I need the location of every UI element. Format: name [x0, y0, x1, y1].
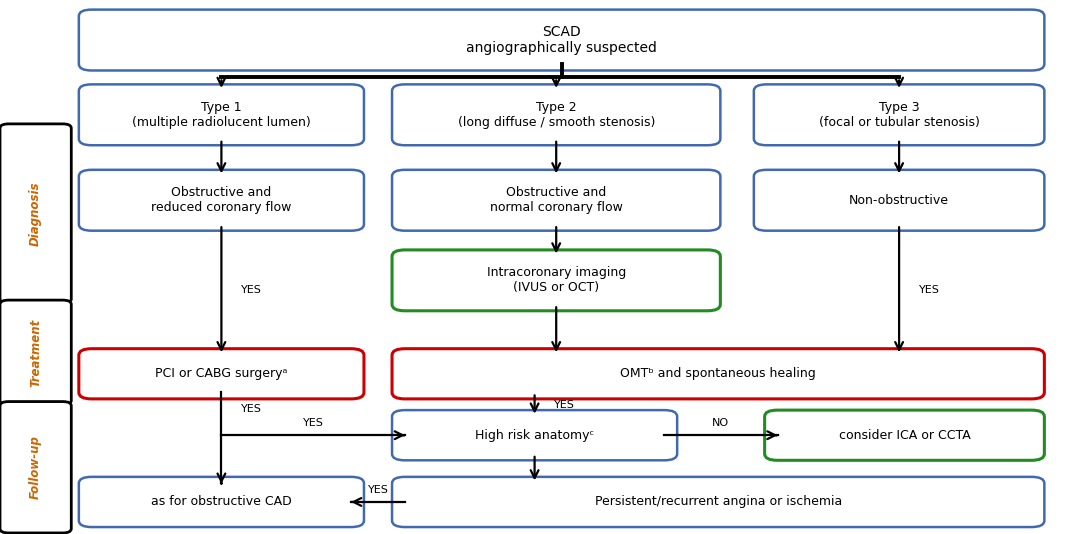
- Text: YES: YES: [241, 404, 262, 413]
- Text: Treatment: Treatment: [29, 318, 42, 387]
- Text: SCAD
angiographically suspected: SCAD angiographically suspected: [467, 25, 657, 55]
- FancyBboxPatch shape: [392, 349, 1044, 399]
- Text: Intracoronary imaging
(IVUS or OCT): Intracoronary imaging (IVUS or OCT): [487, 266, 625, 294]
- FancyBboxPatch shape: [754, 84, 1044, 145]
- Text: Type 2
(long diffuse / smooth stenosis): Type 2 (long diffuse / smooth stenosis): [458, 101, 654, 129]
- Text: Persistent/recurrent angina or ischemia: Persistent/recurrent angina or ischemia: [595, 496, 841, 508]
- FancyBboxPatch shape: [392, 170, 720, 231]
- FancyBboxPatch shape: [79, 170, 364, 231]
- FancyBboxPatch shape: [392, 250, 720, 311]
- FancyBboxPatch shape: [79, 84, 364, 145]
- FancyBboxPatch shape: [0, 402, 71, 533]
- Text: Diagnosis: Diagnosis: [29, 182, 42, 246]
- FancyBboxPatch shape: [392, 410, 677, 460]
- Text: YES: YES: [367, 485, 389, 495]
- Text: YES: YES: [302, 419, 324, 428]
- Text: PCI or CABG surgeryᵃ: PCI or CABG surgeryᵃ: [156, 367, 287, 380]
- FancyBboxPatch shape: [79, 349, 364, 399]
- Text: High risk anatomyᶜ: High risk anatomyᶜ: [475, 429, 594, 442]
- Text: Obstructive and
normal coronary flow: Obstructive and normal coronary flow: [489, 186, 623, 214]
- Text: Follow-up: Follow-up: [29, 435, 42, 499]
- FancyBboxPatch shape: [0, 124, 71, 303]
- Text: Type 1
(multiple radiolucent lumen): Type 1 (multiple radiolucent lumen): [132, 101, 311, 129]
- FancyBboxPatch shape: [0, 300, 71, 405]
- Text: YES: YES: [241, 285, 262, 295]
- Text: Type 3
(focal or tubular stenosis): Type 3 (focal or tubular stenosis): [819, 101, 980, 129]
- Text: consider ICA or CCTA: consider ICA or CCTA: [839, 429, 970, 442]
- FancyBboxPatch shape: [79, 10, 1044, 70]
- FancyBboxPatch shape: [79, 477, 364, 527]
- Text: YES: YES: [919, 285, 940, 295]
- Text: as for obstructive CAD: as for obstructive CAD: [151, 496, 292, 508]
- Text: Obstructive and
reduced coronary flow: Obstructive and reduced coronary flow: [151, 186, 292, 214]
- Text: OMTᵇ and spontaneous healing: OMTᵇ and spontaneous healing: [620, 367, 816, 380]
- Text: YES: YES: [554, 399, 576, 410]
- Text: Non-obstructive: Non-obstructive: [849, 194, 949, 207]
- Text: NO: NO: [713, 419, 729, 428]
- FancyBboxPatch shape: [765, 410, 1044, 460]
- FancyBboxPatch shape: [392, 477, 1044, 527]
- FancyBboxPatch shape: [754, 170, 1044, 231]
- FancyBboxPatch shape: [392, 84, 720, 145]
